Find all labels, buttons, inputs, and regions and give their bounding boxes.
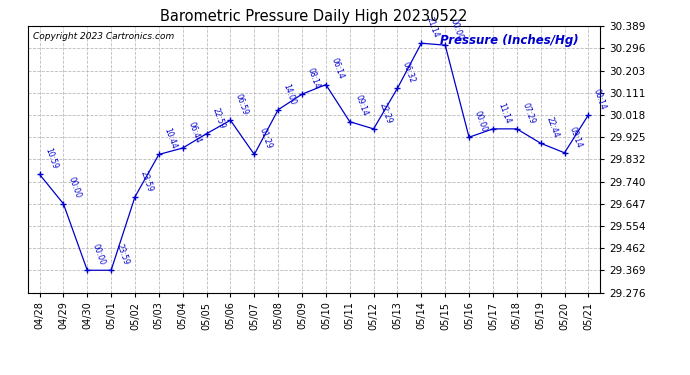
- Text: 14:00: 14:00: [282, 82, 297, 106]
- Text: 09:14: 09:14: [353, 94, 369, 118]
- Text: 06:44: 06:44: [186, 120, 202, 144]
- Text: 10:59: 10:59: [43, 147, 59, 170]
- Text: 23:59: 23:59: [115, 243, 130, 266]
- Text: 08:14: 08:14: [592, 87, 608, 111]
- Text: 06:32: 06:32: [401, 61, 417, 84]
- Text: 22:44: 22:44: [544, 116, 560, 139]
- Text: 09:14: 09:14: [568, 125, 584, 149]
- Text: 01:29: 01:29: [258, 127, 274, 150]
- Text: 06:59: 06:59: [234, 93, 250, 116]
- Text: 00:00: 00:00: [91, 243, 107, 266]
- Text: 22:29: 22:29: [377, 102, 393, 125]
- Text: 11:14: 11:14: [497, 102, 513, 125]
- Text: Copyright 2023 Cartronics.com: Copyright 2023 Cartronics.com: [33, 32, 175, 40]
- Text: 23:59: 23:59: [139, 169, 155, 193]
- Text: Pressure (Inches/Hg): Pressure (Inches/Hg): [440, 34, 579, 47]
- Text: 00:00: 00:00: [448, 17, 465, 41]
- Text: 07:29: 07:29: [520, 101, 536, 125]
- Text: 08:14: 08:14: [306, 67, 322, 90]
- Text: 10:44: 10:44: [162, 127, 178, 150]
- Title: Barometric Pressure Daily High 20230522: Barometric Pressure Daily High 20230522: [160, 9, 468, 24]
- Text: 00:00: 00:00: [67, 176, 83, 200]
- Text: 21:14: 21:14: [425, 16, 441, 39]
- Text: 00:00: 00:00: [473, 110, 489, 133]
- Text: 22:59: 22:59: [210, 106, 226, 130]
- Text: 06:14: 06:14: [329, 57, 346, 81]
